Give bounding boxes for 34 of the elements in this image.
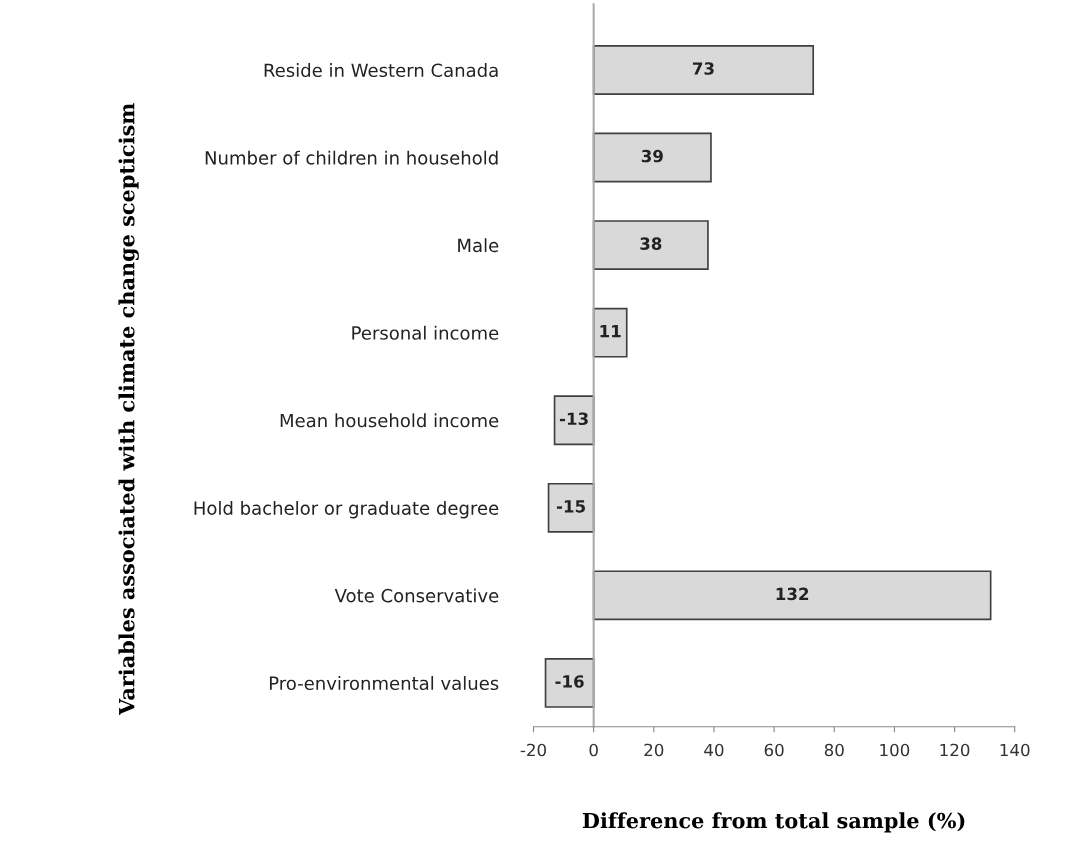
data-label: 132 bbox=[776, 587, 809, 601]
data-label: 73 bbox=[692, 62, 714, 75]
x-tick-label: -20 bbox=[520, 743, 546, 757]
y-tick-label: Male bbox=[458, 238, 499, 253]
data-label: 11 bbox=[600, 325, 621, 338]
x-tick-label: 120 bbox=[940, 743, 970, 757]
y-tick-label: Reside in Western Canada bbox=[264, 63, 498, 78]
y-tick-label: Vote Conservative bbox=[334, 588, 499, 603]
y-tick-label: Number of children in household bbox=[205, 150, 498, 165]
x-tick-label: 60 bbox=[764, 743, 784, 757]
y-axis-title: Variables associated with climate change scepticism bbox=[118, 103, 139, 716]
x-tick-label: 100 bbox=[880, 743, 910, 757]
x-tick-label: 0 bbox=[589, 743, 598, 757]
x-tick-label: 20 bbox=[644, 743, 664, 757]
data-label: 39 bbox=[641, 149, 663, 163]
y-tick-label: Mean household income bbox=[280, 413, 499, 428]
x-axis-title: Difference from total sample (%) bbox=[582, 812, 965, 833]
y-tick-label: Personal income bbox=[352, 325, 499, 340]
y-tick-label: Pro-environmental values bbox=[269, 676, 499, 691]
data-label: 38 bbox=[640, 237, 662, 250]
x-tick-label: 40 bbox=[704, 743, 724, 757]
bar bbox=[547, 482, 595, 533]
bar bbox=[544, 658, 595, 708]
bar bbox=[592, 220, 709, 271]
x-tick-label: 80 bbox=[824, 743, 844, 757]
data-label: -16 bbox=[555, 675, 584, 688]
bar bbox=[553, 395, 595, 446]
x-tick-label: 140 bbox=[1000, 743, 1030, 757]
data-label: -13 bbox=[559, 412, 588, 426]
data-label: -15 bbox=[556, 500, 585, 513]
y-tick-label: Hold bachelor or graduate degree bbox=[194, 500, 499, 519]
bar bbox=[592, 132, 712, 183]
bar bbox=[592, 570, 992, 621]
bar bbox=[592, 45, 815, 95]
